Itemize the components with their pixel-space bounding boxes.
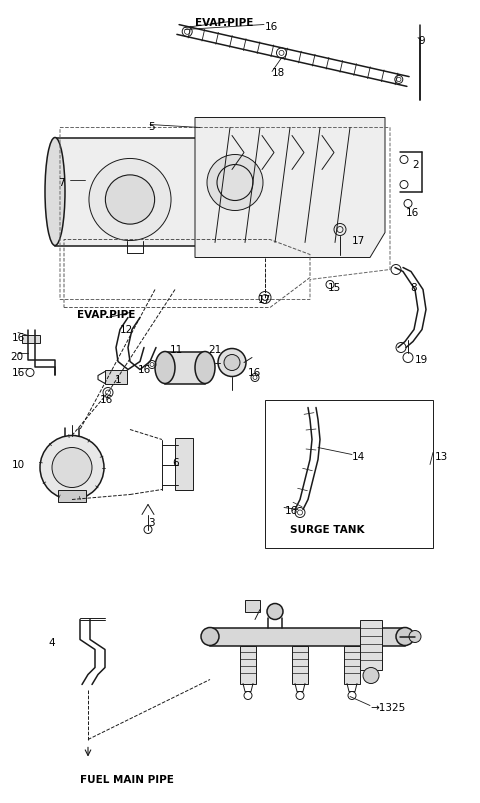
Text: 17: 17 — [258, 296, 271, 305]
Text: 13: 13 — [435, 452, 448, 462]
Bar — [58, 490, 86, 502]
Text: 17: 17 — [352, 235, 365, 245]
Text: EVAP.PIPE: EVAP.PIPE — [77, 310, 135, 320]
Text: 18: 18 — [272, 68, 285, 79]
Text: 16: 16 — [248, 368, 261, 378]
Text: 16: 16 — [12, 333, 25, 343]
Bar — [344, 646, 360, 683]
Ellipse shape — [205, 138, 225, 247]
Text: 14: 14 — [352, 452, 365, 462]
Text: 21: 21 — [208, 345, 221, 355]
Ellipse shape — [201, 628, 219, 646]
Bar — [360, 620, 382, 670]
Text: 2: 2 — [412, 161, 419, 170]
Circle shape — [218, 349, 246, 377]
Ellipse shape — [45, 138, 65, 247]
Polygon shape — [195, 118, 385, 259]
Text: EVAP.PIPE: EVAP.PIPE — [195, 18, 253, 28]
Text: 4: 4 — [48, 638, 55, 648]
Bar — [265, 400, 433, 548]
Text: 10: 10 — [12, 460, 25, 470]
Circle shape — [106, 176, 155, 225]
Ellipse shape — [195, 352, 215, 384]
Circle shape — [363, 667, 379, 683]
Ellipse shape — [155, 352, 175, 384]
Text: 12: 12 — [120, 325, 133, 335]
Text: SURGE TANK: SURGE TANK — [290, 525, 364, 535]
Bar — [292, 646, 308, 683]
Text: 16: 16 — [406, 208, 419, 218]
Text: 15: 15 — [328, 283, 341, 293]
Circle shape — [40, 436, 104, 500]
Circle shape — [224, 355, 240, 371]
Text: 1: 1 — [115, 375, 121, 385]
Bar — [22, 335, 40, 343]
Bar — [165, 352, 205, 384]
Text: 11: 11 — [170, 345, 183, 355]
Bar — [245, 600, 260, 612]
Text: 8: 8 — [410, 283, 417, 293]
Bar — [210, 628, 405, 646]
Text: 19: 19 — [415, 355, 428, 365]
Circle shape — [52, 448, 92, 488]
Text: 20: 20 — [10, 352, 23, 362]
Ellipse shape — [396, 628, 414, 646]
Text: →1325: →1325 — [370, 703, 405, 712]
Text: 16: 16 — [138, 365, 151, 375]
Bar — [175, 438, 193, 490]
Text: 16: 16 — [100, 395, 113, 405]
Text: 16: 16 — [265, 22, 278, 32]
Text: 5: 5 — [148, 122, 155, 132]
Text: 16: 16 — [285, 505, 298, 515]
Text: FUEL MAIN PIPE: FUEL MAIN PIPE — [80, 775, 174, 785]
Text: 3: 3 — [148, 518, 155, 528]
Bar — [105, 370, 127, 384]
Text: 16: 16 — [12, 368, 25, 378]
Bar — [55, 138, 215, 247]
Text: 7: 7 — [58, 178, 65, 188]
Circle shape — [267, 604, 283, 620]
Circle shape — [409, 630, 421, 642]
Text: 6: 6 — [172, 458, 179, 468]
Circle shape — [207, 155, 263, 211]
Text: 9: 9 — [418, 35, 425, 46]
Bar — [240, 646, 256, 683]
Circle shape — [89, 159, 171, 241]
